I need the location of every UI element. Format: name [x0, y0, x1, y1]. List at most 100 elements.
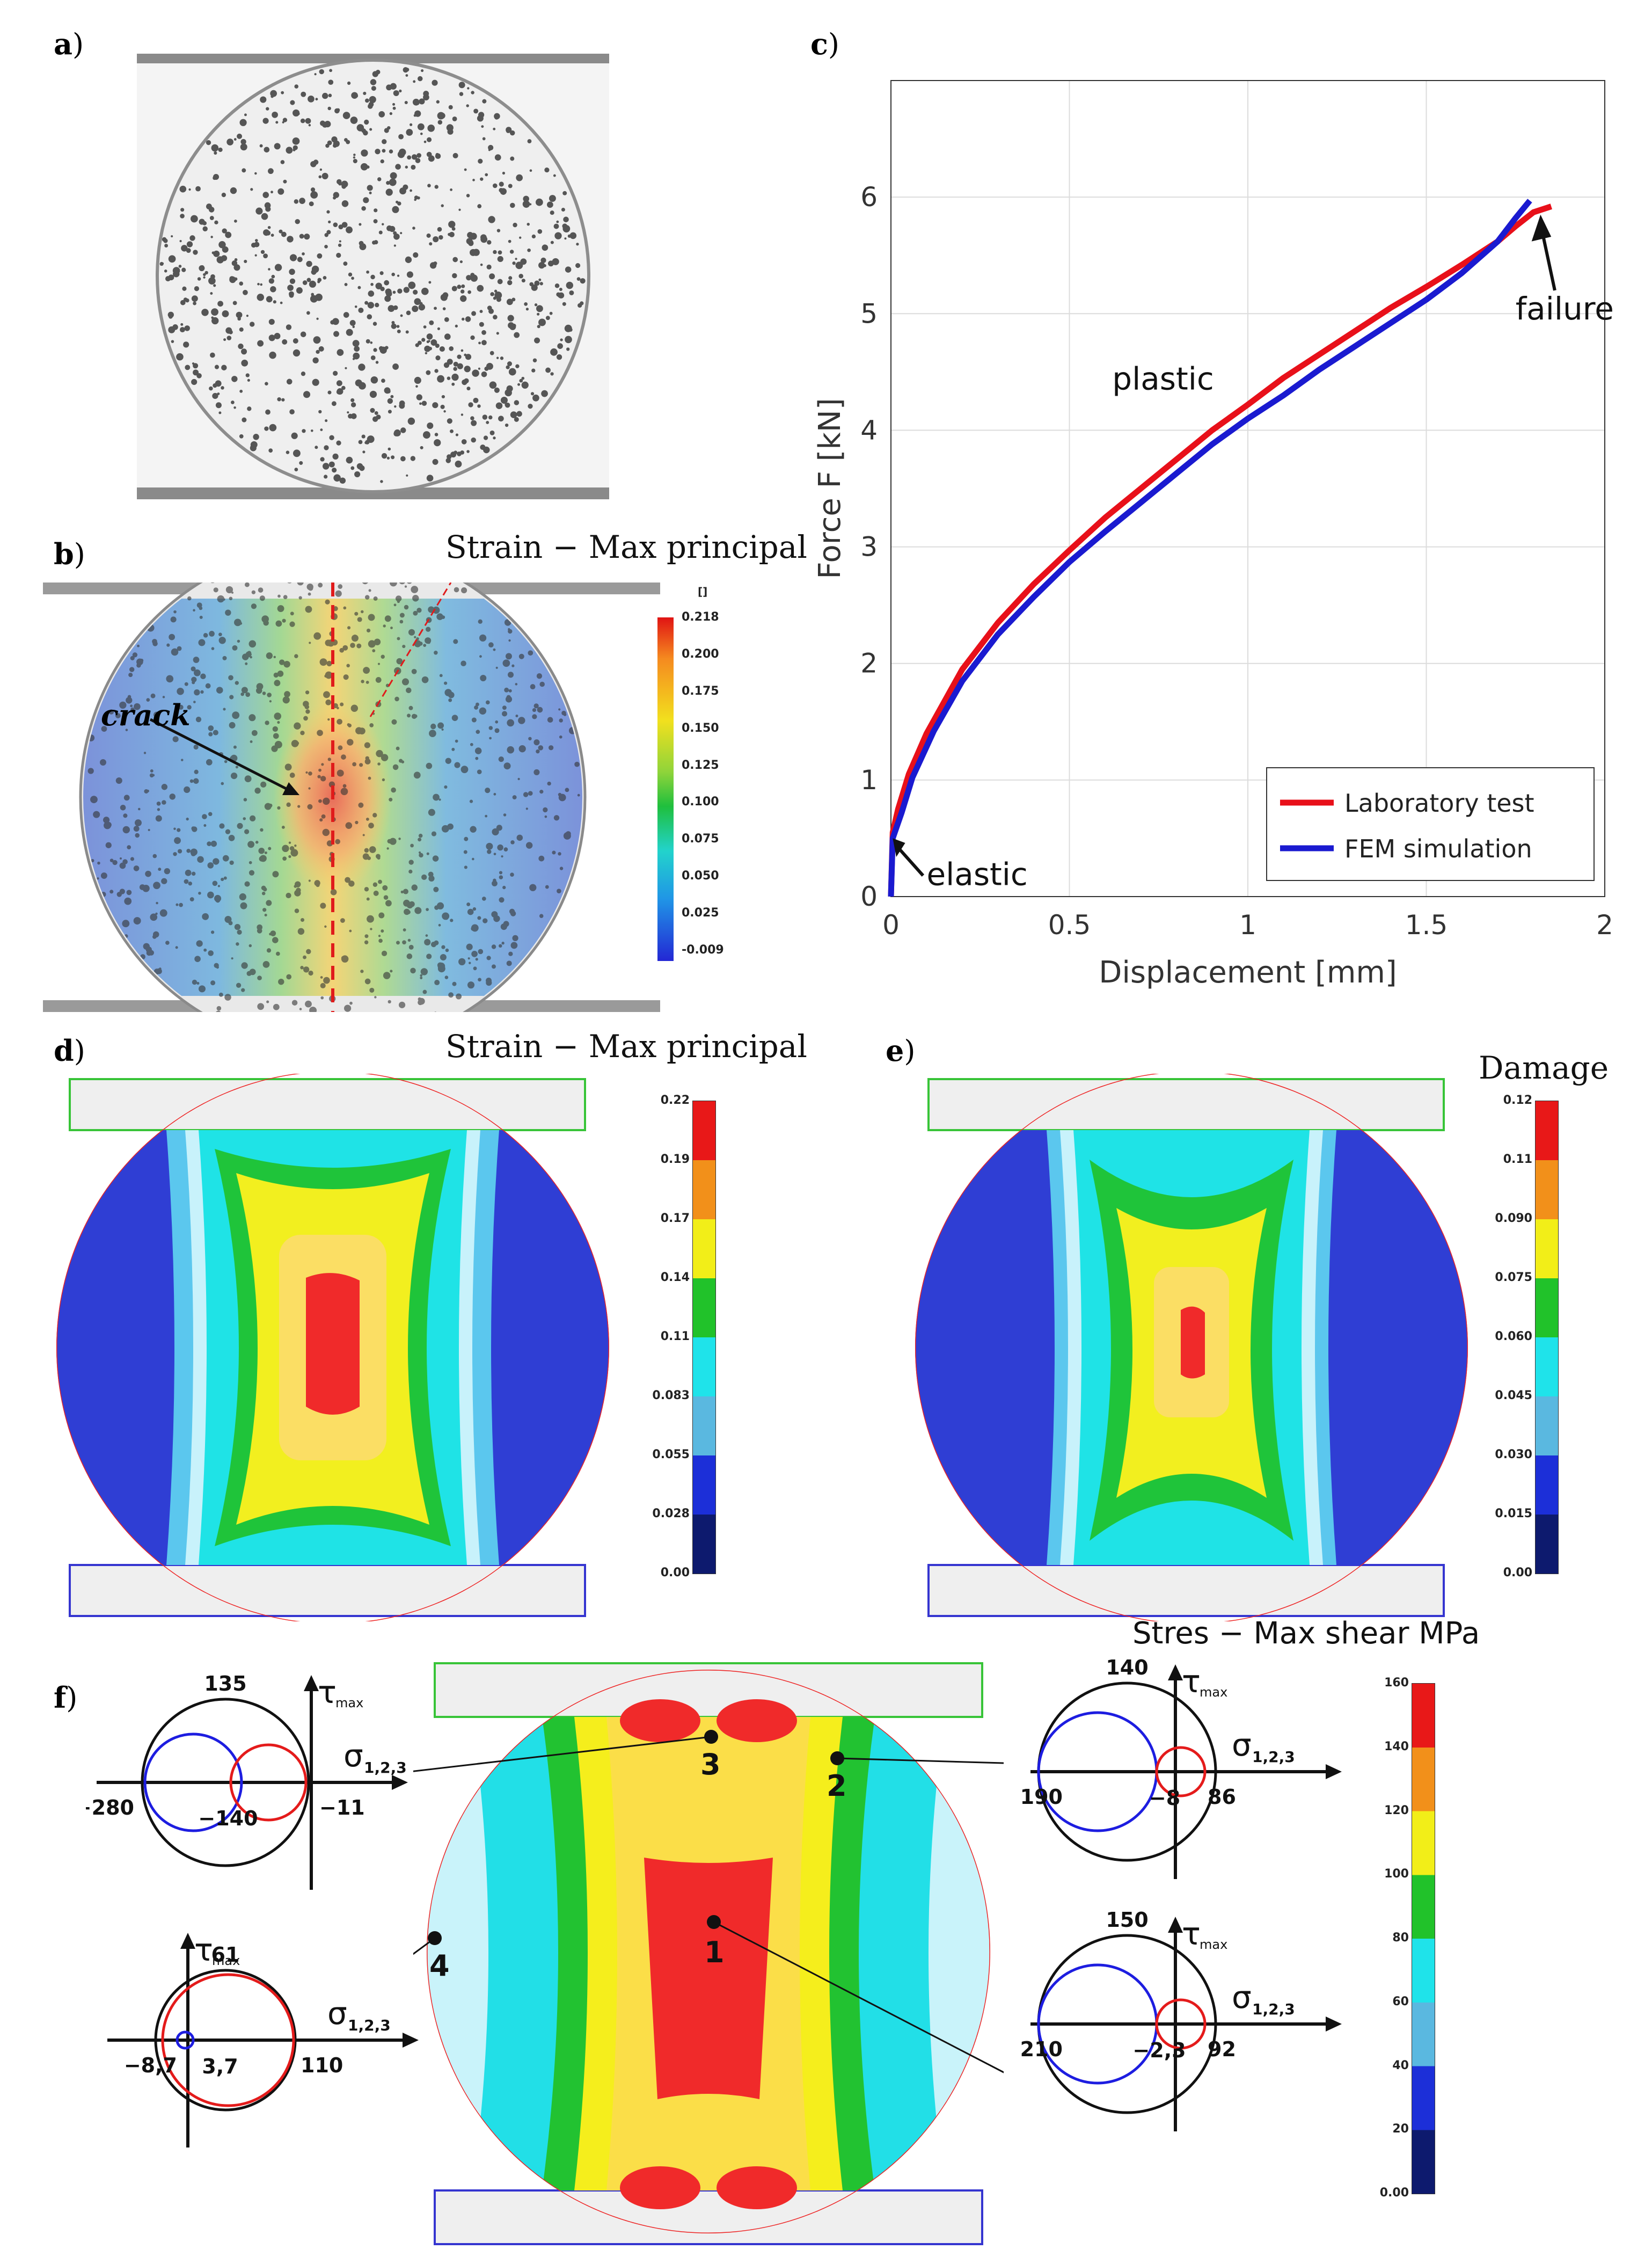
panel-b-colorbar-unit: [] — [698, 585, 708, 598]
colorbar-tick: 80 — [1392, 1931, 1409, 1945]
mohr-outer-circle — [154, 1969, 297, 2112]
colorbar-tick: 0.00 — [660, 1566, 690, 1579]
colorbar-tick: 0.17 — [660, 1212, 690, 1225]
colorbar-tick: 0.12 — [1503, 1094, 1532, 1107]
colorbar-tick: 0.11 — [660, 1330, 690, 1343]
panel-f-colorbar-ticks: 160 140 120 100 80 60 40 20 0.00 — [1374, 1676, 1409, 2200]
sigma-label: σ — [1232, 1979, 1252, 2015]
colorbar-tick: 0.090 — [1495, 1212, 1532, 1225]
colorbar-tick: 0.030 — [1495, 1448, 1532, 1461]
panel-label-a: a) — [54, 27, 84, 61]
mohr-mid-value: −140 — [198, 1807, 258, 1830]
colorbar-tick: 40 — [1392, 2058, 1409, 2072]
point-3-label: 3 — [700, 1748, 721, 1781]
sigma-label: σ — [343, 1737, 363, 1774]
point-2-label: 2 — [827, 1769, 847, 1803]
legend-label: FEM simulation — [1344, 834, 1532, 863]
colorbar-tick: 0.22 — [660, 1094, 690, 1107]
tau-subscript: max — [1200, 1937, 1227, 1952]
colorbar-tick: 0.028 — [652, 1507, 690, 1520]
panel-a-specimen-photo — [137, 54, 609, 499]
colorbar-tick: 0.00 — [1503, 1566, 1532, 1579]
bottom-plate — [434, 2189, 983, 2245]
mohr-left-value: −8,7 — [124, 2054, 177, 2077]
panel-b-title: Strain − Max principal — [445, 529, 807, 565]
colorbar-tick: 0.19 — [660, 1153, 690, 1166]
legend-label: Laboratory test — [1344, 789, 1534, 818]
x-tick-label: 1.5 — [1405, 909, 1448, 941]
mohr-mid-value: 3,7 — [202, 2055, 238, 2078]
colorbar-tick: 0.150 — [682, 721, 719, 735]
point-1-label: 1 — [704, 1935, 725, 1969]
colorbar-tick: 100 — [1384, 1867, 1409, 1881]
point-4-label: 4 — [429, 1949, 450, 1983]
x-tick-label: 1 — [1239, 909, 1256, 941]
colorbar-tick: 0.200 — [682, 647, 719, 661]
tau-subscript: max — [1200, 1685, 1227, 1700]
mohr-right-value: 110 — [301, 2054, 343, 2077]
sigma-label: σ — [1232, 1727, 1252, 1763]
panel-f-title: Stres − Max shear MPa — [1132, 1616, 1480, 1651]
colorbar-tick: 140 — [1384, 1739, 1409, 1753]
top-plate — [434, 1662, 983, 1718]
annotation-elastic: elastic — [927, 856, 1028, 892]
mohr-red-circle — [161, 1973, 295, 2107]
series-line-fem-simulation — [888, 199, 1532, 897]
top-plate — [69, 1078, 586, 1131]
top-plate — [927, 1078, 1445, 1131]
panel-b-colorbar-ticks: 0.218 0.200 0.175 0.150 0.125 0.100 0.075 0.050… — [682, 610, 746, 961]
tau-label: τ — [194, 1932, 213, 1968]
panel-label-d: d) — [54, 1033, 85, 1068]
panel-d-colorbar — [692, 1101, 716, 1574]
y-tick-label: 4 — [860, 414, 878, 446]
colorbar-tick: 120 — [1384, 1803, 1409, 1817]
panel-d-strain-fem — [56, 1074, 609, 1621]
mohr-right-value: 92 — [1208, 2037, 1236, 2061]
colorbar-tick: 0.083 — [652, 1389, 690, 1402]
panel-e-colorbar-ticks: 0.12 0.11 0.090 0.075 0.060 0.045 0.030 0.015 0.… — [1489, 1094, 1532, 1579]
panel-d-title: Strain − Max principal — [445, 1028, 807, 1065]
sigma-subscript: 1,2,3 — [348, 2017, 391, 2034]
colorbar-tick: 0.055 — [652, 1448, 690, 1461]
panel-f-shear-fem: 1 2 3 4 — [413, 1662, 1004, 2245]
mohr-left-value: −210 — [1020, 2037, 1063, 2061]
panel-e-title: Damage — [1479, 1050, 1609, 1086]
colorbar-tick: 0.050 — [682, 869, 719, 883]
x-tick-label: 0 — [882, 909, 900, 941]
colorbar-tick: 0.025 — [682, 906, 719, 920]
panel-label-e: e) — [886, 1033, 916, 1068]
tau-label: τ — [318, 1674, 337, 1710]
bottom-plate — [927, 1564, 1445, 1617]
colorbar-tick: 0.175 — [682, 684, 719, 698]
y-tick-label: 2 — [860, 648, 878, 679]
colorbar-tick: 0.075 — [1495, 1271, 1532, 1284]
mohr-blue-circle — [176, 2030, 195, 2050]
annotation-plastic: plastic — [1112, 360, 1214, 397]
mohr-mid-value: −8 — [1149, 1786, 1180, 1810]
colorbar-tick: 0.14 — [660, 1271, 690, 1284]
panel-b-dic-strain-map — [43, 583, 660, 1012]
colorbar-tick: 0.100 — [682, 795, 719, 809]
colorbar-tick: 0.00 — [1379, 2186, 1409, 2200]
y-tick-label: 3 — [860, 532, 878, 563]
crack-arrow — [149, 718, 294, 794]
mohr-top-value: 135 — [204, 1672, 246, 1695]
colorbar-tick: 20 — [1392, 2122, 1409, 2136]
panel-f-colorbar — [1412, 1683, 1435, 2194]
mohr-top-value: 61 — [211, 1943, 240, 1967]
panel-d-colorbar-ticks: 0.22 0.19 0.17 0.14 0.11 0.083 0.055 0.028 0.00 — [647, 1094, 690, 1579]
panel-e-colorbar — [1535, 1101, 1559, 1574]
tau-subscript: max — [335, 1695, 363, 1710]
colorbar-tick: 0.11 — [1503, 1153, 1532, 1166]
y-tick-label: 1 — [860, 765, 878, 796]
mohr-red-circle — [1155, 1998, 1207, 2050]
tau-label: τ — [1182, 1916, 1201, 1952]
mohr-right-value: 86 — [1208, 1785, 1236, 1809]
colorbar-tick: 0.015 — [1495, 1507, 1532, 1520]
panel-e-damage-fem — [915, 1074, 1468, 1621]
mohr-left-value: −280 — [86, 1796, 134, 1819]
